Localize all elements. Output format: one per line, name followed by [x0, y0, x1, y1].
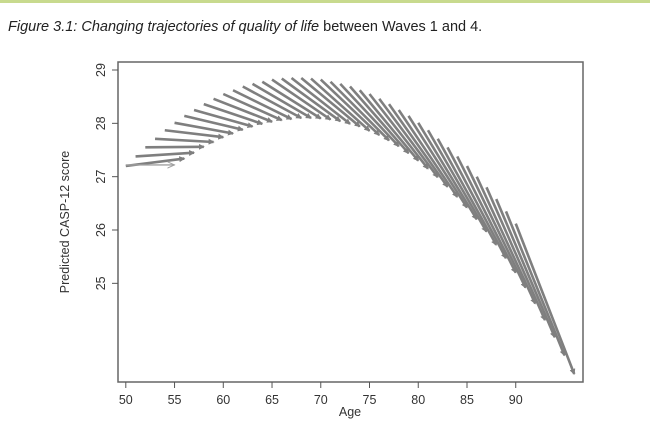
trajectory-arrow-19 — [310, 77, 371, 132]
trajectory-arrow-2 — [145, 143, 205, 150]
x-tick-label-60: 60 — [216, 393, 230, 407]
y-tick-label-29: 29 — [94, 63, 108, 77]
trajectory-arrow-28 — [397, 109, 459, 198]
trajectory-arrow-4 — [164, 128, 225, 140]
trajectory-arrow-37 — [485, 186, 547, 322]
caption-italic: Figure 3.1: Changing trajectories of qua… — [8, 19, 320, 35]
trajectory-arrow-39 — [504, 210, 566, 357]
trajectory-arrow-26 — [378, 98, 439, 179]
trajectory-arrow-18 — [300, 76, 361, 128]
trajectory-arrow-11 — [232, 89, 293, 121]
trajectory-arrow-33 — [446, 146, 508, 260]
x-tick-label-80: 80 — [411, 393, 425, 407]
trajectory-arrow-27 — [387, 103, 449, 188]
y-tick-label-25: 25 — [94, 276, 108, 290]
trajectory-arrow-14 — [261, 80, 322, 120]
trajectory-arrow-30 — [417, 122, 478, 221]
y-axis-label: Predicted CASP-12 score — [58, 151, 72, 293]
trajectory-arrow-38 — [495, 198, 556, 339]
y-tick-label-26: 26 — [94, 223, 108, 237]
trajectory-arrow-32 — [436, 138, 498, 246]
trajectory-arrow-21 — [329, 80, 390, 142]
axes-layer: 50 55 60 65 70 75 80 85 90 25 26 27 28 29 — [94, 63, 523, 407]
x-axis-label: Age — [339, 405, 361, 419]
x-tick-label-90: 90 — [509, 393, 523, 407]
figure-caption: Figure 3.1: Changing trajectories of qua… — [8, 19, 482, 35]
trajectory-arrow-10 — [222, 92, 283, 122]
trajectory-arrow-31 — [426, 129, 488, 233]
trajectory-arrow-34 — [456, 155, 517, 274]
trajectory-arrow-25 — [368, 93, 430, 170]
trajectory-arrow-9 — [213, 97, 273, 123]
trajectory-arrow-1 — [135, 149, 196, 158]
x-tick-label-70: 70 — [314, 393, 328, 407]
trajectory-arrow-23 — [349, 85, 410, 155]
y-tick-label-28: 28 — [94, 116, 108, 130]
top-rule — [0, 0, 650, 3]
trajectory-arrow-20 — [319, 78, 381, 137]
trajectory-arrow-6 — [183, 114, 244, 132]
y-tick-label-27: 27 — [94, 170, 108, 184]
trajectory-arrow-13 — [251, 82, 312, 120]
trajectory-arrow-24 — [358, 89, 420, 162]
trajectory-arrow-29 — [407, 115, 469, 209]
trajectory-arrow-7 — [193, 108, 254, 129]
trajectory-arrow-22 — [339, 82, 400, 148]
x-tick-label-65: 65 — [265, 393, 279, 407]
plot-frame — [117, 61, 584, 383]
x-tick-label-75: 75 — [363, 393, 377, 407]
x-tick-label-85: 85 — [460, 393, 474, 407]
trajectory-arrow-40 — [514, 223, 576, 375]
trajectory-arrow-15 — [271, 78, 332, 121]
trajectory-arrow-36 — [475, 176, 537, 305]
trajectory-arrow-35 — [465, 165, 527, 289]
trajectory-arrow-5 — [174, 121, 235, 136]
trajectory-arrow-16 — [281, 77, 342, 123]
trajectory-arrow-12 — [242, 85, 303, 120]
caption-suffix: between Waves 1 and 4. — [319, 19, 483, 35]
trajectory-arrow-3 — [154, 137, 215, 145]
x-tick-label-55: 55 — [168, 393, 182, 407]
trajectory-arrow-17 — [290, 76, 351, 125]
arrows-layer — [125, 76, 576, 375]
x-tick-label-50: 50 — [119, 393, 133, 407]
trajectory-arrow-8 — [203, 102, 264, 126]
